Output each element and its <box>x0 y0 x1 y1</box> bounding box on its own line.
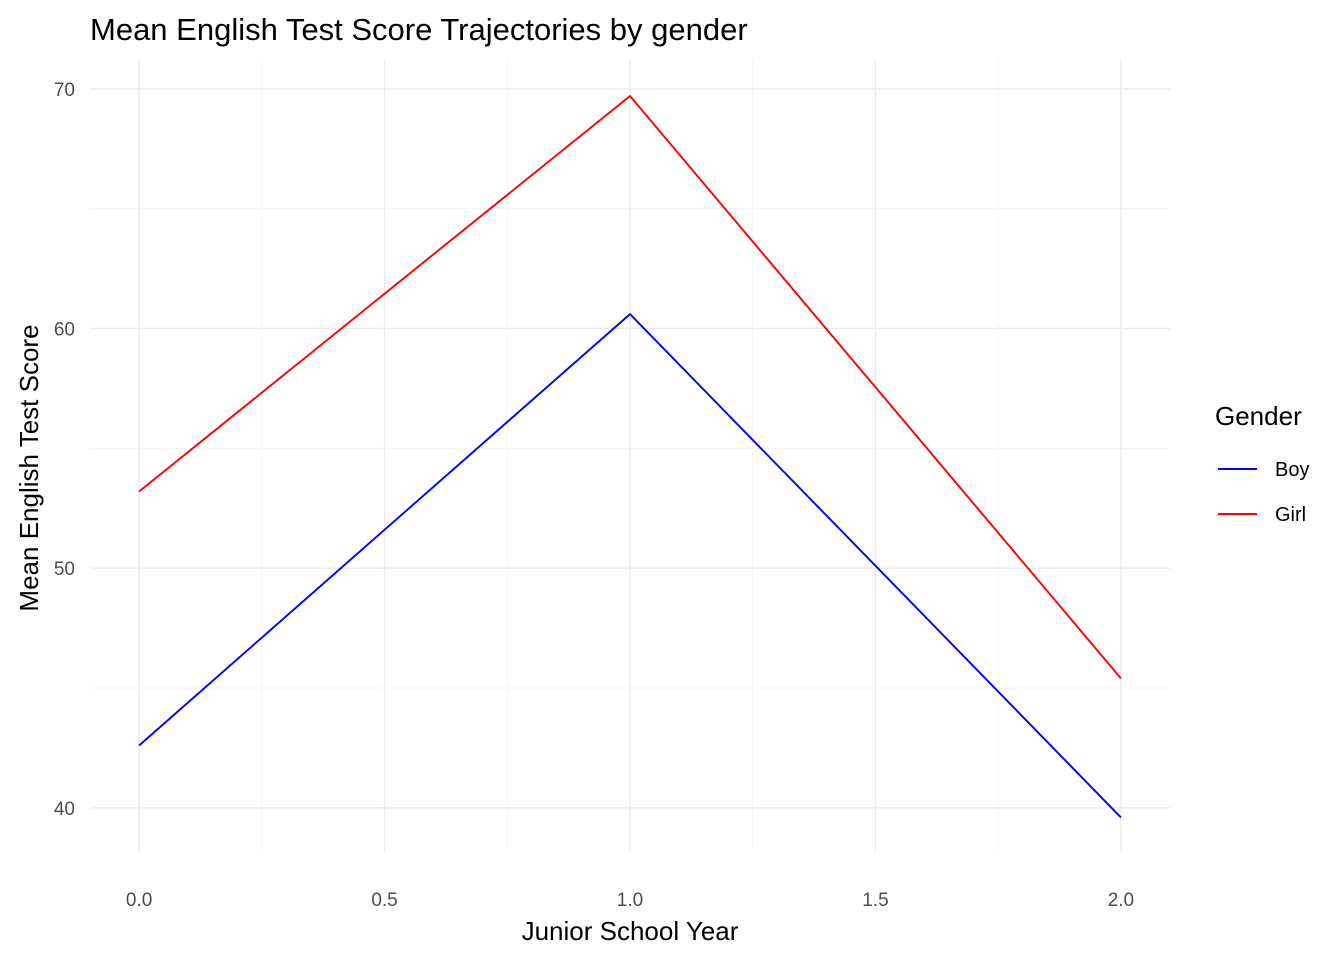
series-line-girl <box>138 95 1122 680</box>
y-tick-label: 40 <box>54 799 75 820</box>
y-axis-title: Mean English Test Score <box>14 324 44 611</box>
y-tick-label: 50 <box>54 559 75 580</box>
x-tick-label: 1.5 <box>862 890 888 911</box>
legend-label-girl: Girl <box>1275 504 1306 526</box>
x-tick-label: 0.5 <box>371 890 397 911</box>
legend-title: Gender <box>1215 401 1302 431</box>
series-lines <box>138 95 1122 819</box>
x-tick-label: 2.0 <box>1108 890 1134 911</box>
legend: Gender Boy Girl <box>1215 401 1309 526</box>
chart-title: Mean English Test Score Trajectories by … <box>90 12 748 47</box>
y-tick-label: 60 <box>54 319 75 340</box>
y-tick-label: 70 <box>54 80 75 101</box>
series-line-boy <box>138 313 1122 819</box>
y-axis-ticks: 40 50 60 70 <box>54 80 75 820</box>
x-axis-ticks: 0.0 0.5 1.0 1.5 2.0 <box>126 890 1134 911</box>
x-axis-title: Junior School Year <box>522 916 739 946</box>
x-tick-label: 1.0 <box>617 890 643 911</box>
grid <box>90 60 1170 851</box>
x-tick-label: 0.0 <box>126 890 152 911</box>
legend-label-boy: Boy <box>1275 459 1309 481</box>
